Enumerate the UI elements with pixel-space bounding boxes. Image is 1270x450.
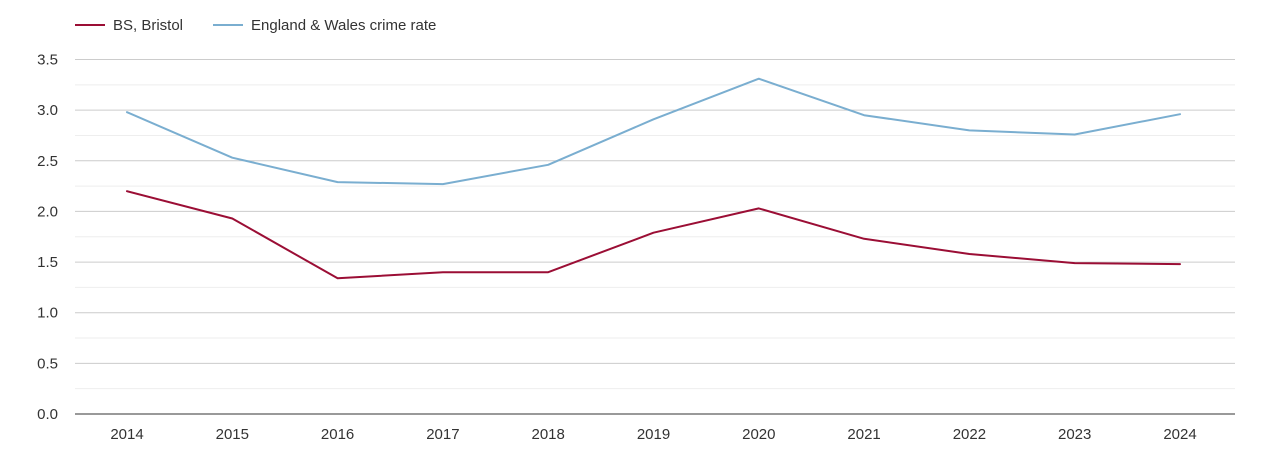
y-axis-tick-labels: 0.0 0.5 1.0 1.5 2.0 2.5 3.0 3.5 [37,52,58,424]
series-line-bs-bristol [126,190,1181,280]
legend-item-bs-bristol[interactable]: BS, Bristol [75,17,183,34]
legend-label-england-wales: England & Wales crime rate [251,17,436,34]
legend-label-bs-bristol: BS, Bristol [113,17,183,34]
x-tick-label: 2015 [216,426,249,443]
x-tick-label: 2016 [321,426,354,443]
x-axis-tick-labels: 2014 2015 2016 2017 2018 2019 2020 2021 2022 2023… [110,426,1196,443]
y-tick-label: 0.5 [37,355,58,372]
series-line-england-wales-crime-rate [126,77,1181,186]
y-tick-label: 0.0 [37,406,58,423]
legend-item-england-wales[interactable]: England & Wales crime rate [213,17,436,34]
x-tick-label: 2018 [532,426,565,443]
y-tick-label: 3.5 [37,52,58,69]
gridlines [75,59,1235,390]
x-tick-label: 2024 [1163,426,1196,443]
y-tick-label: 1.0 [37,305,58,322]
x-tick-label: 2020 [742,426,775,443]
x-tick-label: 2019 [637,426,670,443]
x-tick-label: 2021 [847,426,880,443]
x-tick-label: 2023 [1058,426,1091,443]
x-tick-label: 2014 [110,426,143,443]
x-tick-label: 2017 [426,426,459,443]
x-tick-label: 2022 [953,426,986,443]
legend: BS, Bristol England & Wales crime rate [75,17,436,34]
y-tick-label: 1.5 [37,254,58,271]
y-tick-label: 3.0 [37,102,58,119]
y-tick-label: 2.5 [37,153,58,170]
y-tick-label: 2.0 [37,203,58,220]
series-lines [126,77,1181,280]
